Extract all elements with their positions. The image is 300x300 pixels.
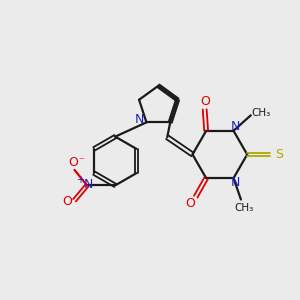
Text: CH₃: CH₃	[234, 203, 254, 213]
Text: N: N	[230, 176, 240, 189]
Text: +: +	[76, 175, 85, 185]
Text: O: O	[68, 156, 78, 169]
Text: O: O	[185, 196, 195, 210]
Text: N: N	[230, 119, 240, 133]
Text: N: N	[83, 178, 93, 191]
Text: O: O	[200, 95, 210, 108]
Text: N: N	[135, 113, 145, 127]
Text: CH₃: CH₃	[251, 108, 271, 118]
Text: ⁻: ⁻	[78, 156, 84, 166]
Text: S: S	[275, 148, 283, 161]
Text: O: O	[62, 195, 72, 208]
